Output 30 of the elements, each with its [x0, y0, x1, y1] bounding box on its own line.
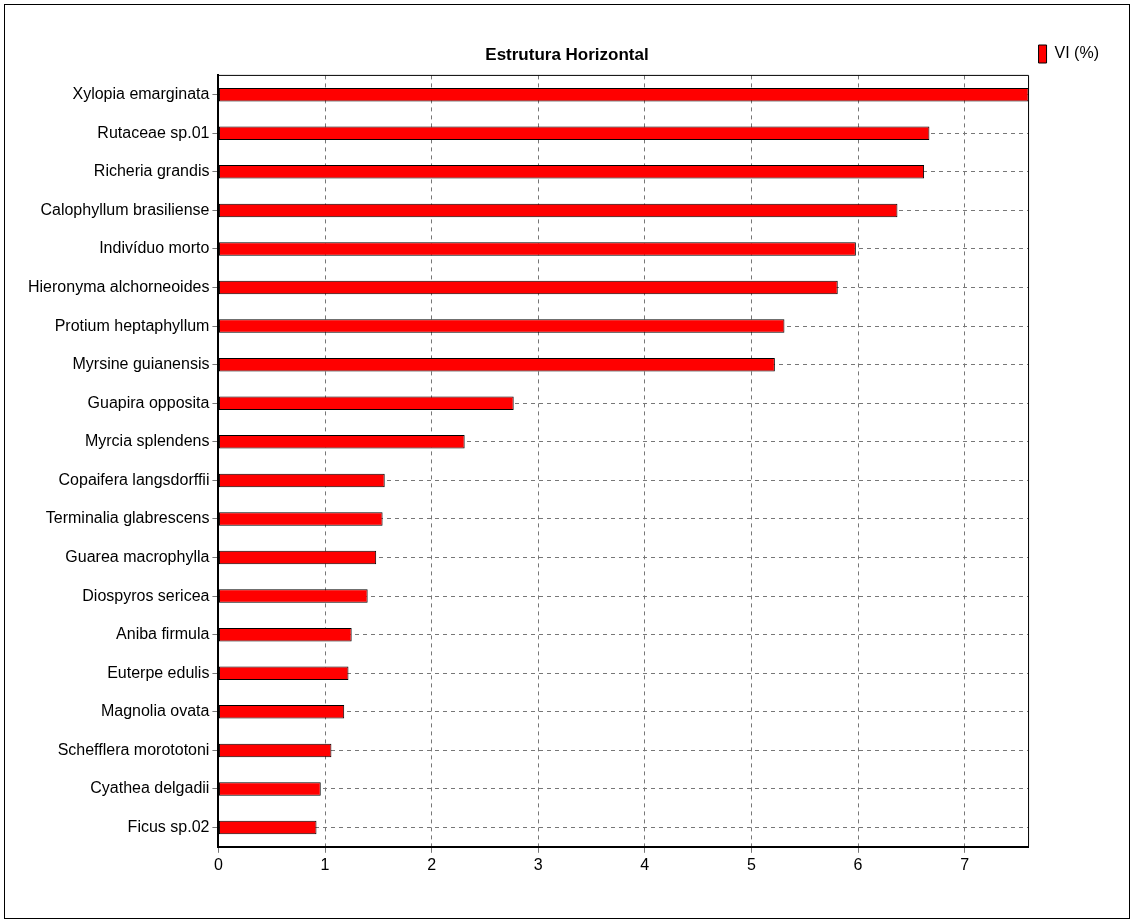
- chart-title: Estrutura Horizontal: [485, 44, 649, 64]
- y-tick-label: Hieronyma alchorneoides: [27, 277, 210, 295]
- y-tick-label: Terminalia glabrescens: [45, 509, 210, 527]
- x-tick-label: 6: [853, 855, 863, 873]
- y-tick-label: Calophyllum brasiliense: [40, 200, 210, 218]
- y-tick-label: Copaifera langsdorffii: [58, 470, 210, 488]
- legend-label: VI (%): [1054, 44, 1100, 62]
- y-tick-label: Guarea macrophylla: [65, 547, 210, 565]
- x-tick-label: 5: [746, 855, 756, 873]
- y-tick-label: Myrsine guianensis: [72, 355, 210, 373]
- y-tick-label: Cyathea delgadii: [90, 779, 210, 797]
- x-tick-label: 1: [320, 855, 330, 873]
- y-tick-label: Myrcia splendens: [84, 432, 210, 450]
- y-tick-label: Euterpe edulis: [107, 663, 210, 681]
- y-tick-label: Protium heptaphyllum: [54, 316, 210, 334]
- y-tick-label: Rutaceae sp.01: [97, 123, 210, 141]
- y-tick-label: Aniba firmula: [116, 625, 210, 643]
- y-tick-label: Richeria grandis: [93, 162, 210, 180]
- y-tick-label: Ficus sp.02: [127, 817, 210, 835]
- x-tick-label: 3: [533, 855, 543, 873]
- y-tick-label: Indivíduo morto: [99, 239, 210, 257]
- y-tick-label: Magnolia ovata: [100, 702, 210, 720]
- x-tick-label: 7: [960, 855, 970, 873]
- x-tick-label: 4: [640, 855, 650, 873]
- y-tick-label: Xylopia emarginata: [72, 85, 210, 103]
- x-tick-label: 2: [427, 855, 437, 873]
- y-tick-label: Diospyros sericea: [82, 586, 210, 604]
- x-tick-label: 0: [213, 855, 223, 873]
- y-tick-label: Schefflera morototoni: [57, 740, 210, 758]
- y-tick-label: Guapira opposita: [87, 393, 210, 411]
